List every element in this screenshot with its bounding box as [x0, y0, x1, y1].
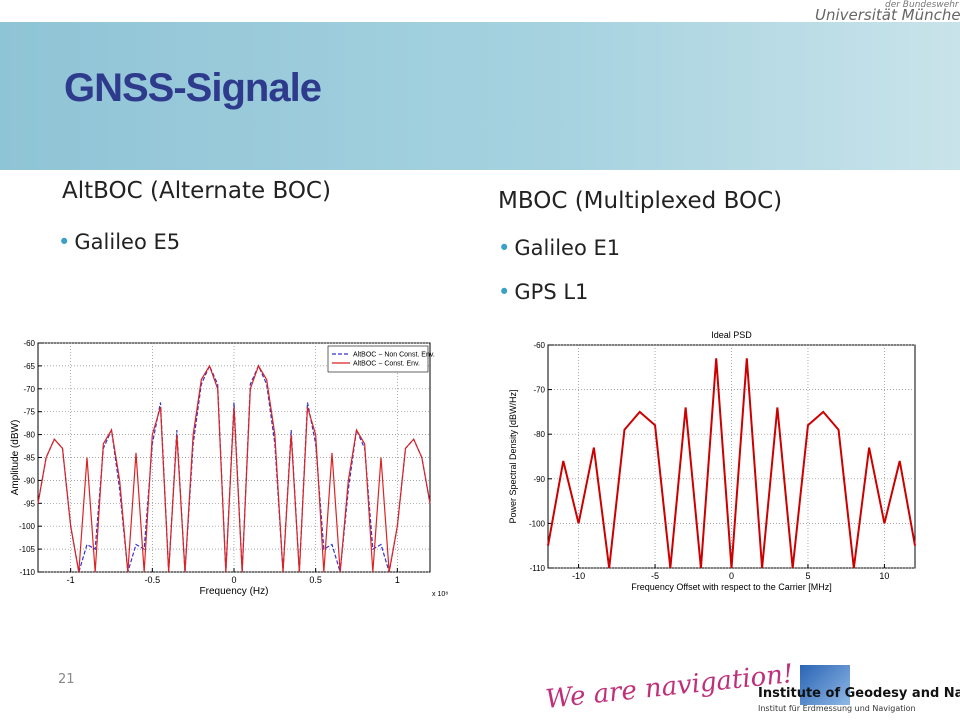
x-tick-label: 0: [729, 571, 734, 581]
y-tick-label: -95: [23, 499, 35, 508]
legend-label: AltBOC − Const. Env.: [353, 361, 420, 368]
x-tick-label: -0.5: [145, 575, 161, 585]
header-band: [0, 22, 960, 170]
x-tick-label: -1: [67, 575, 75, 585]
y-tick-label: -100: [19, 522, 36, 531]
x-axis-label: Frequency Offset with respect to the Car…: [631, 582, 831, 592]
y-tick-label: -100: [529, 519, 546, 528]
y-axis-label: Power Spectral Density [dBW/Hz]: [508, 389, 518, 523]
x-multiplier: x 10⁸: [432, 591, 448, 598]
y-tick-label: -70: [533, 386, 545, 395]
legend-box: [327, 345, 429, 373]
logo-top: der Bundeswehr: [885, 0, 959, 10]
y-tick-label: -70: [23, 385, 35, 394]
institute: Institute of Geodesy and Navigation: [758, 686, 960, 701]
slide-number: 21: [58, 672, 75, 687]
x-tick-label: -5: [651, 571, 659, 581]
institute-sub: Institut für Erdmessung und Navigation: [758, 704, 916, 713]
chart-title: Ideal PSD: [711, 330, 752, 340]
x-tick-label: 0.5: [309, 575, 322, 585]
right-bullet: Galileo E1: [498, 236, 620, 260]
y-tick-label: -110: [530, 564, 546, 573]
top-bar: [0, 0, 960, 22]
legend-label: AltBOC − Non Const. Env.: [353, 352, 435, 359]
y-tick-label: -90: [533, 475, 545, 484]
y-tick-label: -80: [533, 430, 545, 439]
series-line: [37, 364, 431, 573]
x-axis-label: Frequency (Hz): [200, 586, 269, 597]
right-bullet: GPS L1: [498, 280, 588, 304]
x-tick-label: 0: [231, 575, 236, 585]
y-tick-label: -85: [23, 454, 35, 463]
y-tick-label: -110: [20, 568, 36, 577]
y-tick-label: -105: [19, 545, 36, 554]
x-tick-label: 5: [805, 571, 810, 581]
slide-title: GNSS-Signale: [64, 66, 322, 110]
y-tick-label: -60: [23, 339, 35, 348]
y-axis-label: Amplitude (dBW): [10, 420, 21, 496]
right-heading: MBOC (Multiplexed BOC): [498, 188, 783, 214]
institute-logo: [800, 665, 850, 705]
x-tick-label: 1: [395, 575, 400, 585]
left-heading: AltBOC (Alternate BOC): [62, 178, 331, 204]
y-tick-label: -60: [533, 341, 545, 350]
y-tick-label: -80: [23, 431, 35, 440]
y-tick-label: -75: [23, 408, 35, 417]
series-line: [547, 358, 916, 569]
y-tick-label: -90: [23, 476, 35, 485]
logo: Universität München: [815, 6, 960, 24]
x-tick-label: -10: [572, 571, 585, 581]
charts: -110-105-100-95-90-85-80-75-70-65-60-1 -0…: [10, 330, 916, 598]
x-tick-label: 10: [879, 571, 889, 581]
y-tick-label: -65: [23, 362, 35, 371]
left-bullet: Galileo E5: [58, 230, 180, 254]
